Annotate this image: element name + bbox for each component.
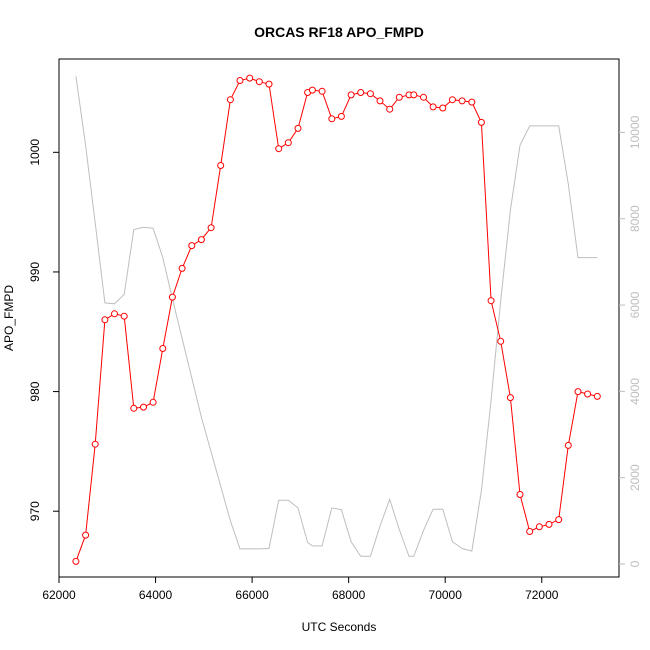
series-left-point (555, 516, 563, 524)
series-left-point (318, 87, 326, 95)
plot-frame (58, 58, 620, 578)
series-left-point (420, 93, 427, 101)
series-left-point (72, 557, 80, 565)
series-left-point (197, 236, 205, 244)
series-left-point (236, 77, 244, 84)
y-left-tick-label: 1000 (28, 139, 42, 166)
series-left-point (584, 390, 592, 398)
series-left-point (217, 162, 225, 169)
y-left-tick-label: 970 (28, 501, 42, 521)
x-tick-label: 66000 (235, 588, 269, 602)
series-left-point (376, 97, 384, 105)
chart-title: ORCAS RF18 APO_FMPD (254, 24, 424, 40)
y-right-tick-label: 4000 (628, 378, 642, 405)
axes-layer: 62000 64000 66000 68000 70000 72000 970 980 990 1… (28, 115, 642, 602)
series-left-point (168, 293, 176, 301)
series-left-point (497, 337, 505, 345)
x-tick-label: 64000 (139, 588, 173, 602)
series-left-point (188, 242, 196, 250)
series-left-point (468, 98, 476, 106)
series-left-point (564, 441, 572, 449)
x-tick-label: 72000 (525, 588, 559, 602)
x-tick-label: 68000 (332, 588, 366, 602)
series-left-point (207, 224, 215, 232)
series-left-point (91, 440, 99, 448)
series-right-line (75, 76, 598, 557)
series-left-point (487, 297, 495, 305)
y-right-tick-label: 2000 (628, 464, 642, 491)
y-left-tick-label: 990 (28, 262, 42, 282)
series-left-point (328, 115, 336, 123)
x-tick-label: 70000 (429, 588, 463, 602)
series-left-point (275, 145, 283, 153)
series-left-point (120, 312, 128, 320)
series-layer (72, 74, 601, 565)
series-left-point (140, 403, 147, 411)
series-left-point (545, 520, 553, 528)
series-left-point (535, 523, 543, 531)
series-left-point (82, 531, 90, 539)
x-axis-label: UTC Seconds (302, 620, 377, 634)
series-left-point (308, 86, 316, 94)
series-left-point (255, 78, 263, 86)
series-left-point (111, 310, 118, 318)
series-left-point (477, 118, 485, 126)
series-left-point (130, 404, 138, 412)
series-left-point (337, 112, 345, 120)
series-left-point (593, 392, 601, 400)
series-left-point (178, 264, 186, 272)
series-left-point (347, 91, 355, 99)
series-left-point (448, 96, 456, 104)
y-right-tick-label: 0 (628, 560, 642, 567)
series-left-point (149, 398, 157, 406)
series-left-point (439, 104, 447, 112)
series-left-point (395, 93, 403, 101)
series-left-point (226, 96, 234, 104)
series-left-point (159, 345, 167, 352)
series-left-point (574, 388, 582, 396)
y-right-tick-label: 10000 (628, 115, 642, 149)
series-left-point (516, 491, 524, 498)
y-left-tick-label: 980 (28, 381, 42, 401)
y-axis-label: APO_FMPD (2, 285, 16, 351)
series-left-line (75, 77, 598, 562)
x-tick-label: 62000 (42, 588, 76, 602)
series-left-point (284, 139, 292, 147)
series-left-point (357, 89, 365, 96)
series-left-point (526, 528, 534, 535)
series-left-point (458, 97, 466, 105)
series-left-point (410, 91, 418, 99)
series-left-point (506, 394, 514, 402)
series-left-point (386, 105, 394, 113)
y-right-tick-label: 8000 (628, 205, 642, 232)
series-left-point (246, 74, 254, 82)
series-left-point (294, 124, 302, 132)
series-left-point (429, 103, 437, 111)
series-left-point (101, 316, 109, 324)
series-left-point (265, 80, 273, 88)
y-right-tick-label: 6000 (628, 291, 642, 318)
series-left-point (366, 90, 374, 98)
